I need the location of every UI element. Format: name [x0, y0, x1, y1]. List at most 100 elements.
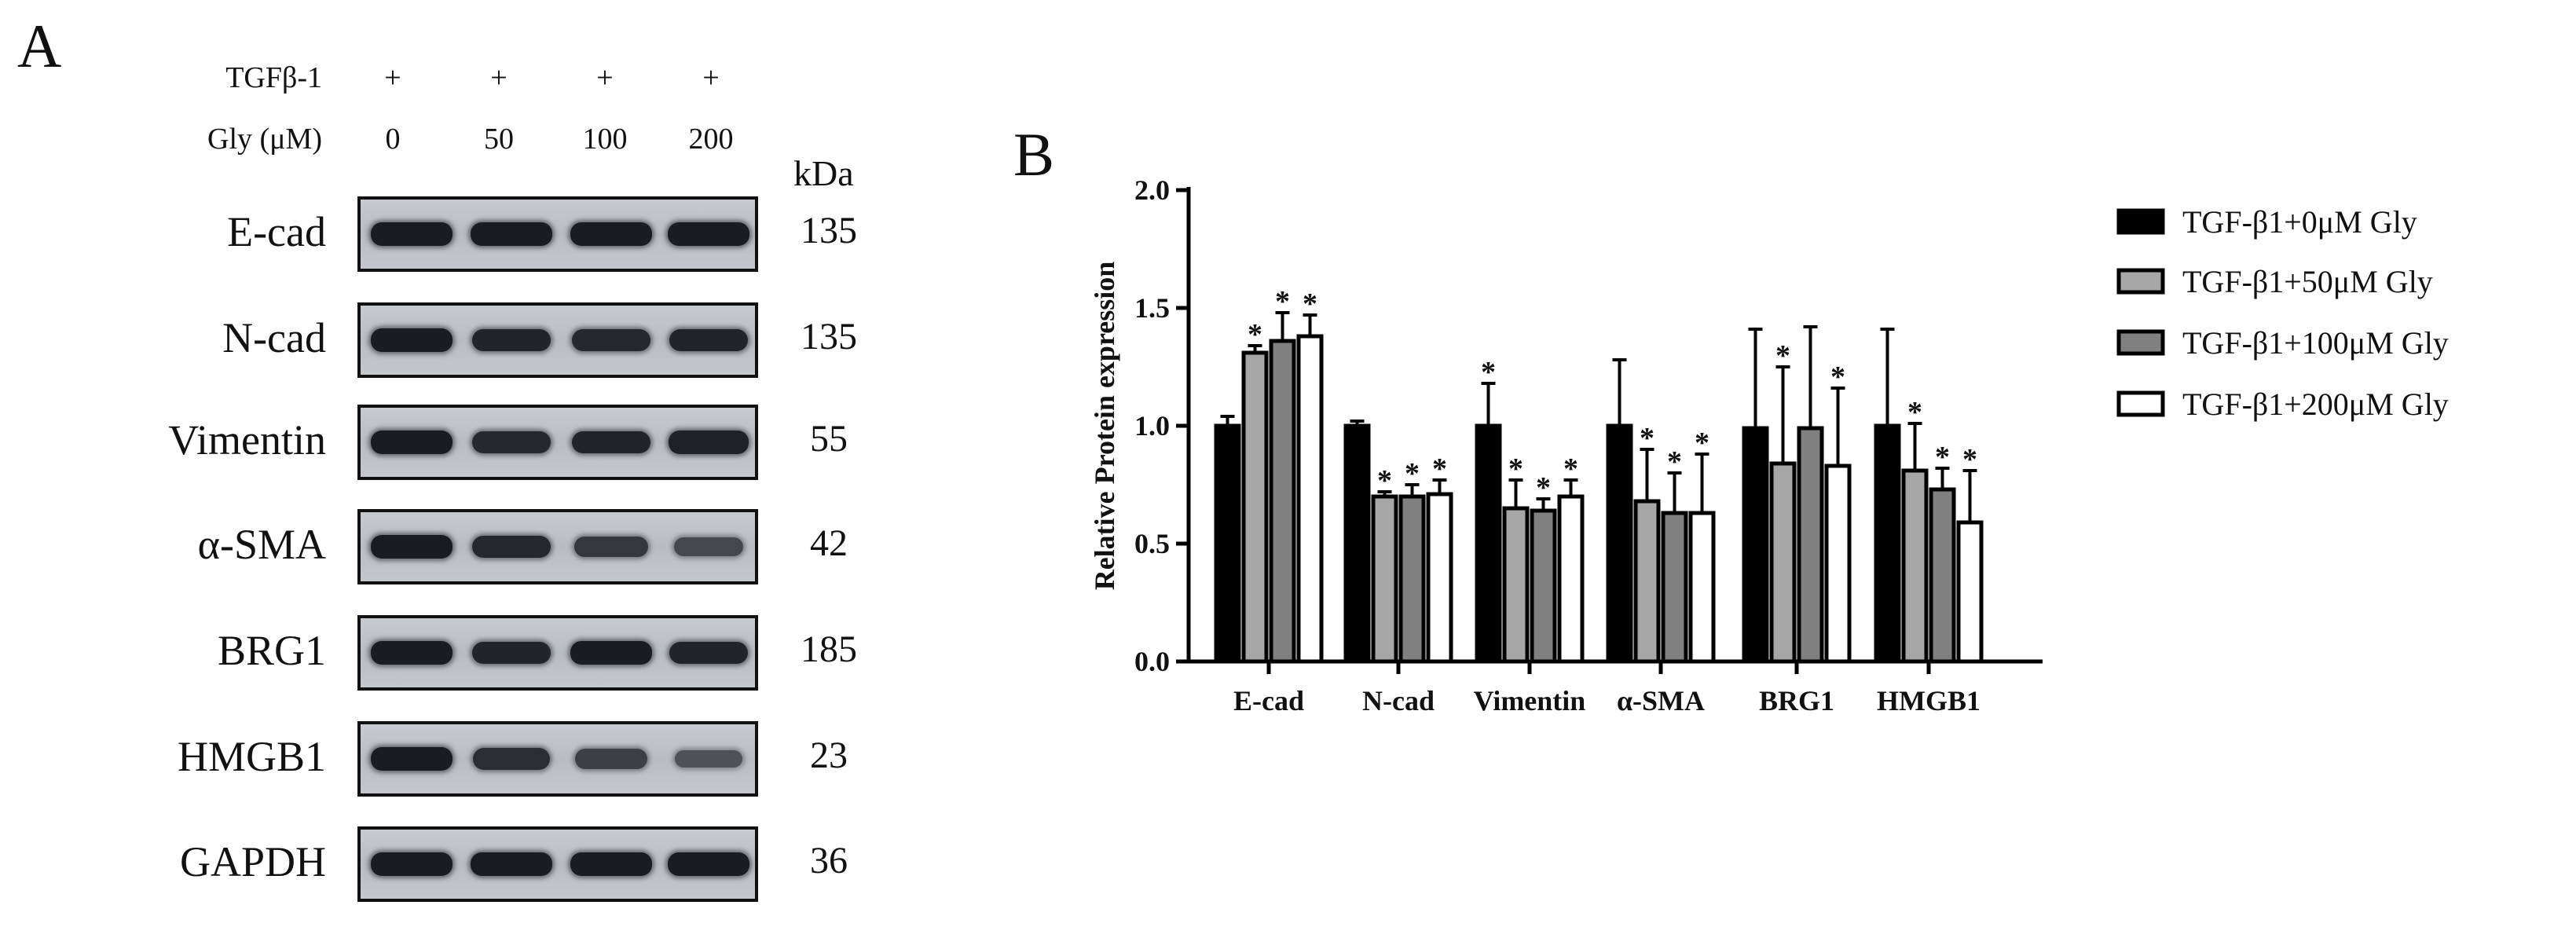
bar	[1688, 511, 1716, 664]
significance-star: *	[1536, 471, 1551, 504]
bar	[1214, 423, 1241, 664]
bar	[1475, 423, 1502, 664]
bar	[1502, 506, 1530, 664]
blot-strip	[357, 721, 758, 797]
blot-label: N-cad	[222, 314, 326, 361]
condition-value: 200	[688, 123, 734, 156]
condition-value: +	[702, 61, 720, 94]
chart-axes: 0.0 0.5 1.0 1.5 2.0 Relative Protein expressi…	[1089, 174, 2043, 677]
significance-star: *	[1935, 441, 1950, 474]
blot-label: HMGB1	[177, 733, 326, 780]
chart-bars	[1214, 334, 1984, 664]
bar	[1929, 487, 1956, 664]
legend-swatch	[2116, 208, 2165, 235]
condition-value: +	[596, 61, 614, 94]
blot-label: E-cad	[227, 208, 326, 255]
y-tick-label: 0.0	[1134, 646, 1170, 677]
blot-strip	[357, 509, 758, 584]
x-tick-label: N-cad	[1362, 685, 1435, 716]
significance-star: *	[1962, 443, 1977, 476]
condition-value: 100	[582, 123, 628, 156]
blot-band	[473, 748, 550, 770]
blot-band	[669, 641, 749, 665]
bar	[1742, 426, 1769, 664]
blot-band	[668, 852, 749, 876]
blot-band	[371, 328, 453, 352]
legend-label: TGF-β1+100μM Gly	[2182, 325, 2449, 361]
condition-label-gly: Gly (μM)	[207, 123, 322, 156]
y-axis-title: Relative Protein expression	[1089, 262, 1120, 591]
blot-band	[673, 537, 744, 556]
blot-band	[675, 749, 742, 768]
blot-band	[575, 749, 647, 769]
blot-kda: 135	[801, 210, 857, 251]
blot-band	[371, 431, 453, 454]
blot-label: α-SMA	[197, 521, 326, 568]
bar	[1371, 494, 1398, 664]
significance-star: *	[1481, 356, 1496, 389]
bar	[1901, 468, 1929, 664]
blot-band	[371, 535, 453, 559]
blot-band	[371, 747, 453, 771]
bar	[1956, 520, 1984, 664]
x-tick-label: Vimentin	[1474, 685, 1586, 716]
blot-strip	[357, 826, 758, 902]
bar	[1557, 494, 1585, 664]
blot-band	[472, 431, 551, 454]
panel-b-label: B	[1013, 120, 1055, 189]
y-tick-label: 1.0	[1134, 410, 1170, 442]
condition-value: 50	[484, 123, 514, 156]
condition-label-tgfb1: TGFβ-1	[225, 61, 322, 94]
blot-band	[371, 222, 453, 246]
y-tick-label: 0.5	[1134, 528, 1170, 559]
blot-band	[570, 641, 652, 665]
legend-swatch	[2116, 268, 2165, 295]
bar	[1296, 334, 1324, 664]
blot-strip	[357, 196, 758, 272]
significance-star: *	[1405, 457, 1420, 490]
blot-label: BRG1	[217, 627, 326, 674]
blot-band	[573, 536, 649, 558]
significance-star: *	[1432, 453, 1447, 485]
bar	[1633, 499, 1661, 664]
blot-strip	[357, 615, 758, 691]
blot-kda: 135	[801, 316, 857, 357]
blot-band	[669, 328, 749, 352]
blot-strip	[357, 302, 758, 378]
x-tick-label: E-cad	[1233, 685, 1304, 716]
bar	[1530, 508, 1557, 664]
chart-x-tick-labels: E-cad N-cad Vimentin α-SMA BRG1 HMGB1	[1233, 685, 1981, 716]
blot-band	[668, 431, 749, 454]
blot-band	[471, 852, 552, 876]
condition-value: +	[490, 61, 508, 94]
blot-band	[471, 328, 551, 352]
significance-star: *	[1508, 453, 1523, 485]
panel-a-label: A	[17, 12, 62, 80]
significance-star: *	[1248, 318, 1262, 351]
significance-star: *	[1563, 453, 1578, 485]
blot-band	[668, 222, 749, 246]
blot-band	[371, 641, 453, 665]
x-tick-label: BRG1	[1759, 685, 1834, 716]
bar	[1769, 461, 1797, 664]
blot-label: GAPDH	[179, 838, 326, 885]
blot-kda: 42	[810, 522, 848, 564]
blot-band	[571, 431, 651, 454]
chart-legend: TGF-β1+0μM Gly TGF-β1+50μM Gly TGF-β1+100μ…	[2116, 204, 2449, 422]
significance-star: *	[1907, 396, 1922, 429]
bar	[1606, 423, 1633, 664]
bar	[1797, 426, 1824, 664]
legend-label: TGF-β1+200μM Gly	[2182, 387, 2449, 422]
x-tick-label: α-SMA	[1617, 685, 1705, 716]
condition-value: +	[384, 61, 401, 94]
significance-star: *	[1275, 285, 1290, 318]
bar	[1269, 339, 1296, 664]
blot-band	[570, 852, 652, 876]
bar	[1874, 423, 1901, 664]
chart-significance-markers: * * * * * * * * * * * * * * * * * *	[1248, 285, 1977, 504]
legend-label: TGF-β1+50μM Gly	[2182, 264, 2433, 299]
blot-band	[472, 535, 551, 559]
blot-band	[371, 852, 453, 876]
blot-kda: 185	[801, 628, 857, 670]
